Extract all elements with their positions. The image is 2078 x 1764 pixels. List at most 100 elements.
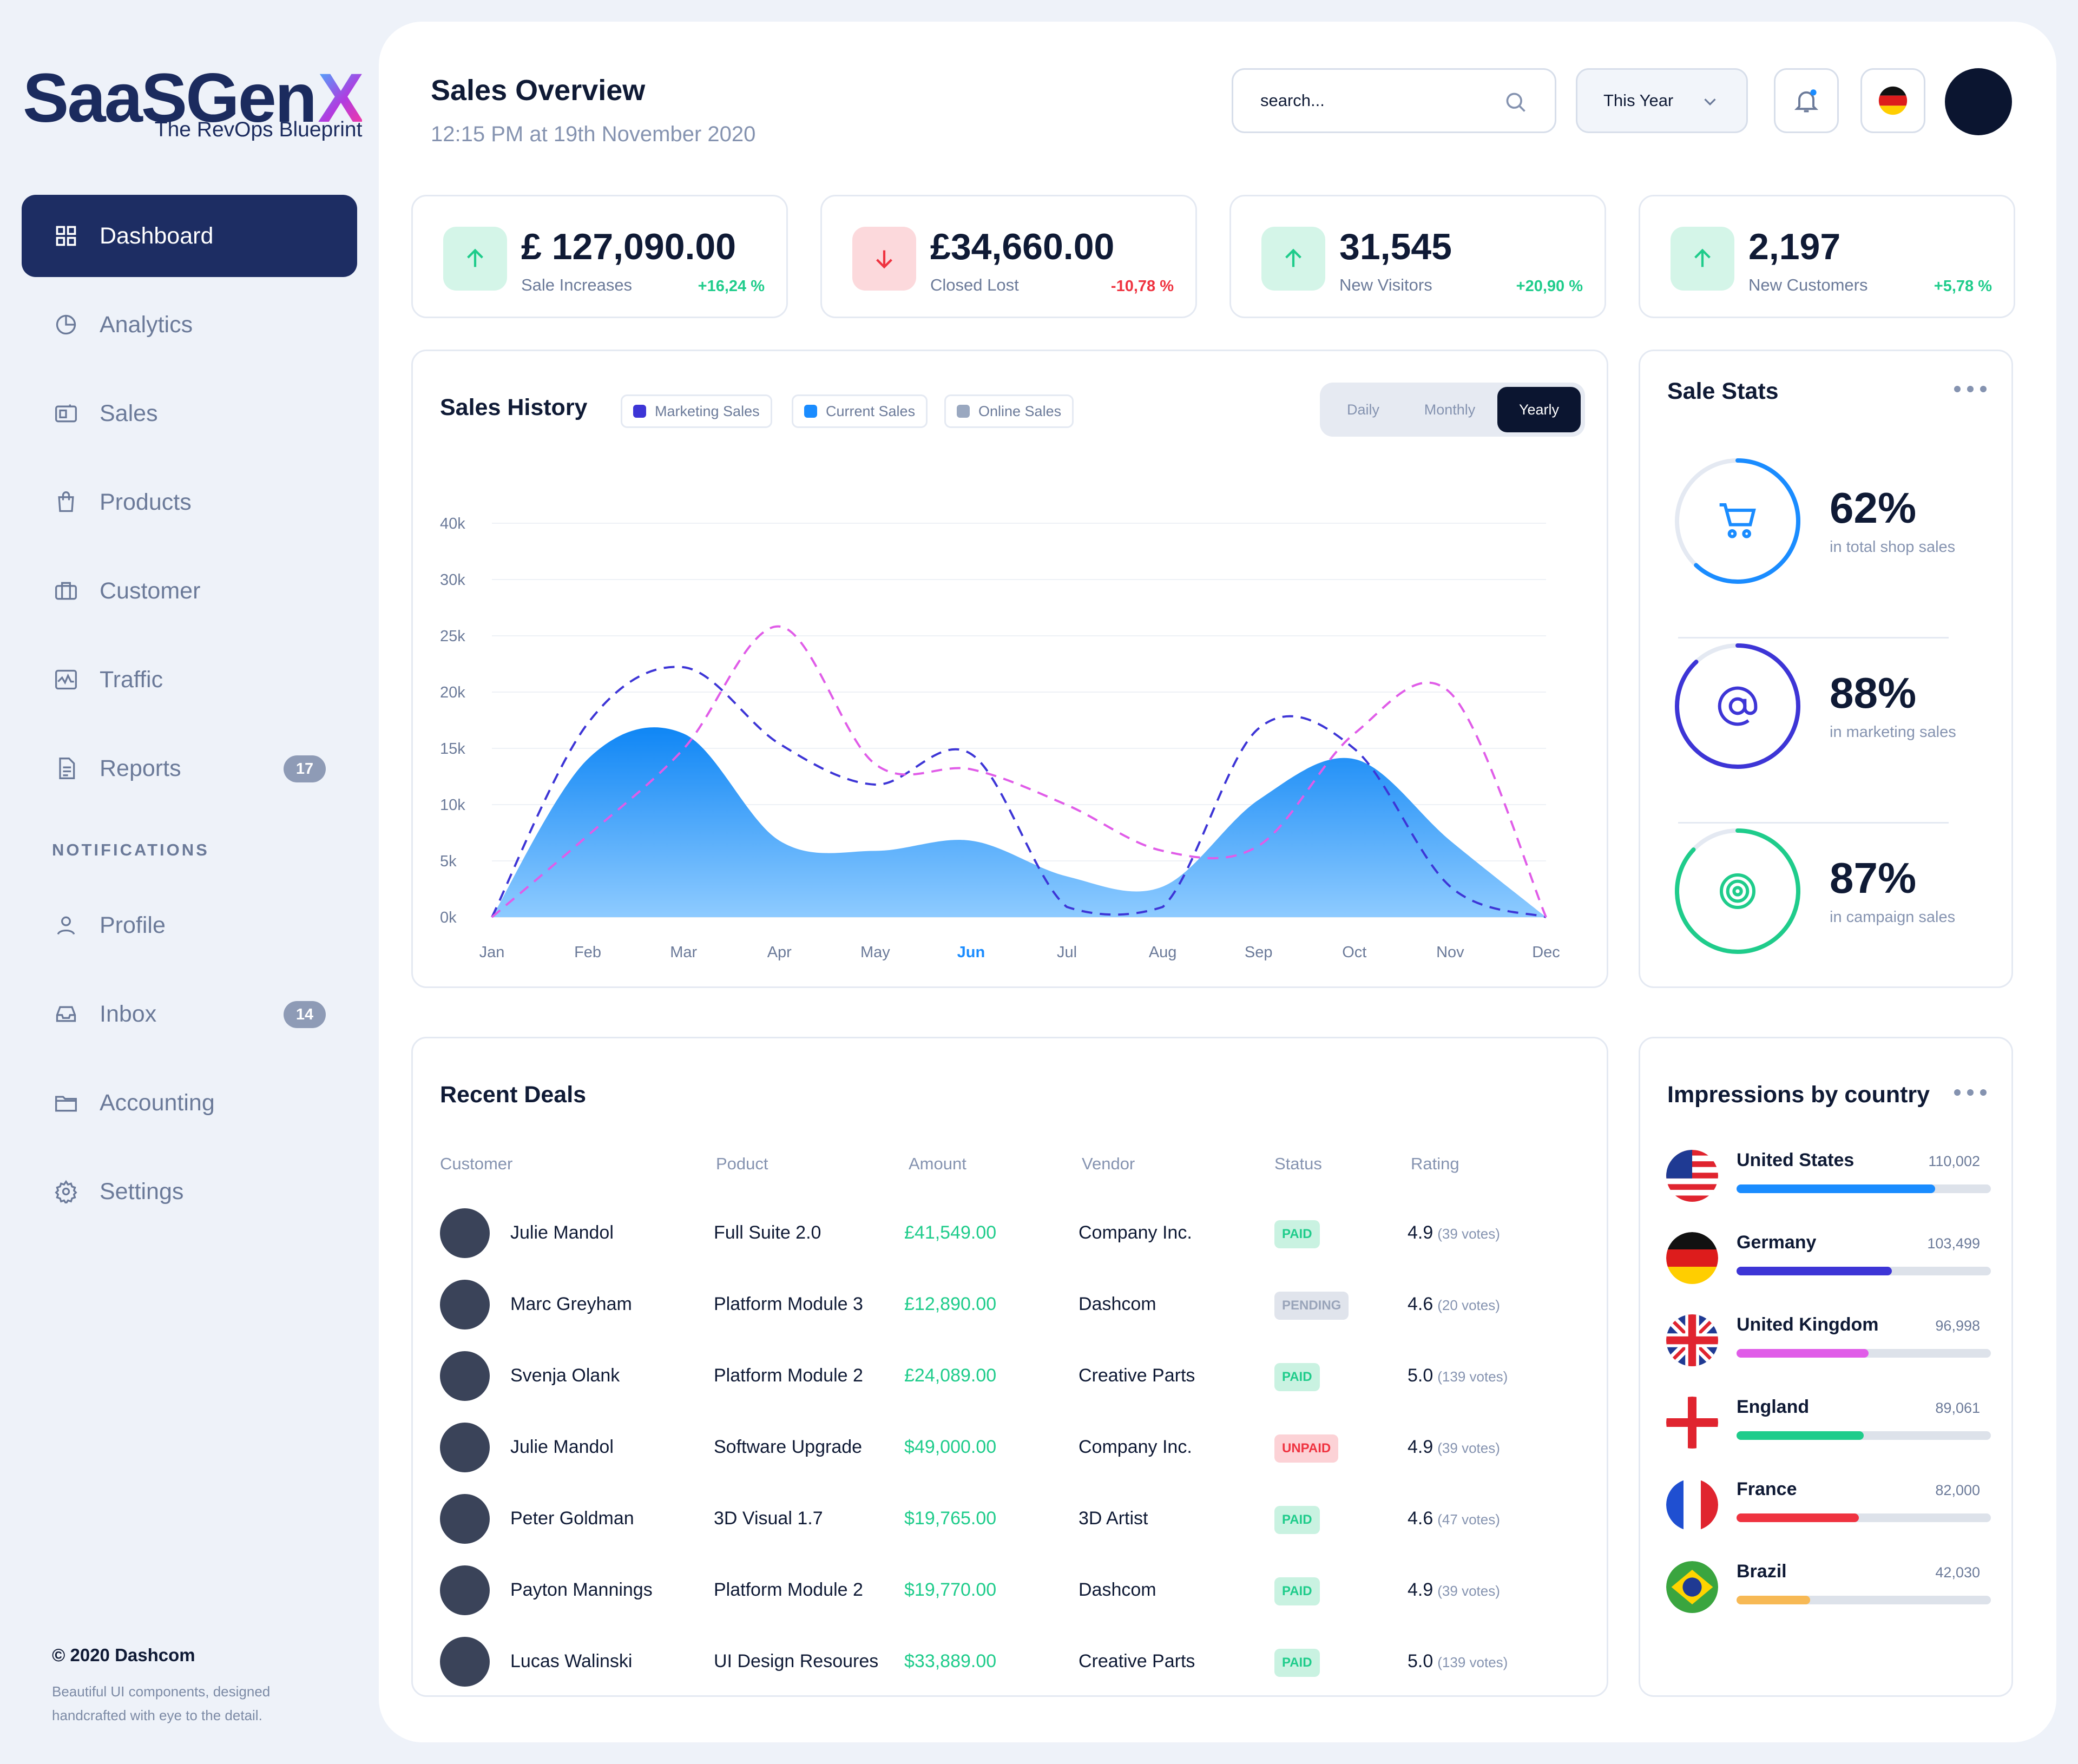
column-header-customer[interactable]: Customer [440, 1154, 513, 1173]
table-row[interactable]: Julie Mandol Software Upgrade $49,000.00 Co… [413, 1407, 1609, 1479]
sale-stat-value: 87% [1830, 854, 1917, 902]
sidebar-item-traffic[interactable]: Traffic [22, 639, 357, 721]
stat-value: £ 127,090.00 [521, 226, 736, 267]
wallet-icon [54, 401, 78, 425]
sidebar-item-customer[interactable]: Customer [22, 550, 357, 632]
sidebar-item-inbox[interactable]: Inbox 14 [22, 973, 357, 1055]
x-tick-label[interactable]: Jul [1057, 944, 1077, 961]
sale-stat-label: in campaign sales [1830, 909, 1956, 926]
x-tick-label[interactable]: Jun [957, 944, 985, 961]
deal-amount: £12,890.00 [904, 1294, 997, 1314]
sidebar-item-settings[interactable]: Settings [22, 1150, 357, 1233]
sidebar-nav: Dashboard Analytics Sales Products Custo… [22, 195, 357, 1239]
product-name: Full Suite 2.0 [714, 1222, 821, 1243]
customer-avatar [440, 1637, 490, 1687]
sidebar-item-accounting[interactable]: Accounting [22, 1062, 357, 1144]
deal-amount: £24,089.00 [904, 1365, 997, 1386]
table-row[interactable]: Payton Mannings Platform Module 2 $19,770.… [413, 1550, 1609, 1622]
tab-yearly[interactable]: Yearly [1497, 387, 1581, 432]
product-name: Software Upgrade [714, 1437, 863, 1457]
uk-flag-icon [1666, 1314, 1718, 1366]
sidebar-item-label: Traffic [100, 666, 163, 693]
country-row[interactable]: England 89,061 [1666, 1391, 1991, 1456]
more-options-icon[interactable] [1954, 386, 1987, 394]
rating-value: 4.9 [1408, 1222, 1433, 1243]
status-badge: PAID [1274, 1649, 1320, 1677]
sidebar-item-sales[interactable]: Sales [22, 372, 357, 455]
period-dropdown[interactable]: This Year [1576, 68, 1748, 133]
customer-avatar [440, 1565, 490, 1615]
stat-label: Sale Increases [521, 275, 633, 294]
progress-ring [1675, 458, 1800, 584]
legend-swatch [957, 405, 970, 418]
brand-logo[interactable]: SaaSGen X The RevOps Blueprint [23, 60, 364, 142]
legend-marketing-sales[interactable]: Marketing Sales [621, 394, 772, 428]
vendor-name: Company Inc. [1079, 1222, 1192, 1243]
sale-stat-value: 88% [1830, 669, 1917, 717]
vendor-name: 3D Artist [1079, 1508, 1148, 1529]
stat-card-new-visitors: 31,545 New Visitors +20,90 % [1229, 195, 1606, 318]
rating: 5.0 (139 votes) [1408, 1365, 1508, 1386]
table-row[interactable]: Peter Goldman 3D Visual 1.7 $19,765.00 3D A… [413, 1479, 1609, 1550]
x-tick-label[interactable]: Oct [1342, 944, 1366, 961]
x-tick-label[interactable]: May [860, 944, 890, 961]
table-row[interactable]: Julie Mandol Full Suite 2.0 £41,549.00 Comp… [413, 1193, 1609, 1265]
legend-online-sales[interactable]: Online Sales [944, 394, 1074, 428]
stat-card-closed-lost: £34,660.00 Closed Lost -10,78 % [820, 195, 1197, 318]
x-tick-label[interactable]: Dec [1532, 944, 1560, 961]
sidebar-item-profile[interactable]: Profile [22, 884, 357, 966]
sidebar-item-label: Inbox [100, 1001, 157, 1027]
x-tick-label[interactable]: Sep [1245, 944, 1273, 961]
column-header-amount[interactable]: Amount [909, 1154, 966, 1173]
country-row[interactable]: Germany 103,499 [1666, 1227, 1991, 1292]
table-row[interactable]: Marc Greyham Platform Module 3 £12,890.00 D… [413, 1265, 1609, 1336]
country-row[interactable]: Brazil 42,030 [1666, 1556, 1991, 1621]
tab-daily[interactable]: Daily [1346, 401, 1379, 418]
sidebar-footer: © 2020 Dashcom Beautiful UI components, … [52, 1645, 355, 1727]
search-icon[interactable] [1504, 90, 1528, 114]
sidebar-item-products[interactable]: Products [22, 461, 357, 543]
deal-amount: $19,770.00 [904, 1579, 997, 1600]
x-tick-label[interactable]: Feb [574, 944, 601, 961]
search-input[interactable] [1260, 91, 1488, 110]
y-tick-label: 25k [440, 628, 465, 645]
country-bar-track [1737, 1596, 1991, 1604]
country-row[interactable]: France 82,000 [1666, 1473, 1991, 1538]
sidebar-item-analytics[interactable]: Analytics [22, 284, 357, 366]
sale-stats-card: Sale Stats 62% in total shop sales 88% i… [1639, 350, 2013, 988]
x-tick-label[interactable]: Aug [1149, 944, 1177, 961]
table-row[interactable]: Svenja Olank Platform Module 2 £24,089.00 C… [413, 1336, 1609, 1407]
table-row[interactable]: Lucas Walinski UI Design Resoures $33,889.… [413, 1622, 1609, 1693]
product-name: UI Design Resoures [714, 1651, 879, 1671]
column-header-status[interactable]: Status [1274, 1154, 1322, 1173]
sidebar-item-label: Analytics [100, 311, 193, 338]
column-header-rating[interactable]: Rating [1411, 1154, 1459, 1173]
tab-monthly[interactable]: Monthly [1424, 401, 1476, 418]
language-button[interactable] [1860, 68, 1925, 133]
search-box[interactable] [1232, 68, 1556, 133]
country-row[interactable]: United Kingdom 96,998 [1666, 1309, 1991, 1374]
x-tick-label[interactable]: Nov [1436, 944, 1464, 961]
country-row[interactable]: United States 110,002 [1666, 1144, 1991, 1209]
x-tick-label[interactable]: Apr [767, 944, 792, 961]
rating-votes: (139 votes) [1437, 1368, 1508, 1385]
footer-description-line-2: handcrafted with eye to the detail. [52, 1707, 262, 1723]
document-icon [54, 756, 78, 780]
sidebar-item-reports[interactable]: Reports 17 [22, 727, 357, 809]
x-tick-label[interactable]: Mar [670, 944, 697, 961]
country-name: Brazil [1737, 1561, 1787, 1582]
column-header-product[interactable]: Poduct [716, 1154, 768, 1173]
brand-x-mark: X [318, 60, 364, 137]
stat-value: £34,660.00 [930, 226, 1115, 267]
user-avatar[interactable] [1945, 68, 2012, 135]
notifications-button[interactable] [1774, 68, 1839, 133]
x-tick-label[interactable]: Jan [479, 944, 505, 961]
sidebar-item-dashboard[interactable]: Dashboard [22, 195, 357, 277]
progress-ring [1675, 828, 1800, 954]
column-header-vendor[interactable]: Vendor [1082, 1154, 1135, 1173]
vendor-name: Dashcom [1079, 1294, 1156, 1314]
cart-icon [1716, 499, 1759, 543]
more-options-icon[interactable] [1954, 1089, 1987, 1098]
legend-current-sales[interactable]: Current Sales [792, 394, 928, 428]
country-value: 82,000 [1935, 1482, 1980, 1498]
